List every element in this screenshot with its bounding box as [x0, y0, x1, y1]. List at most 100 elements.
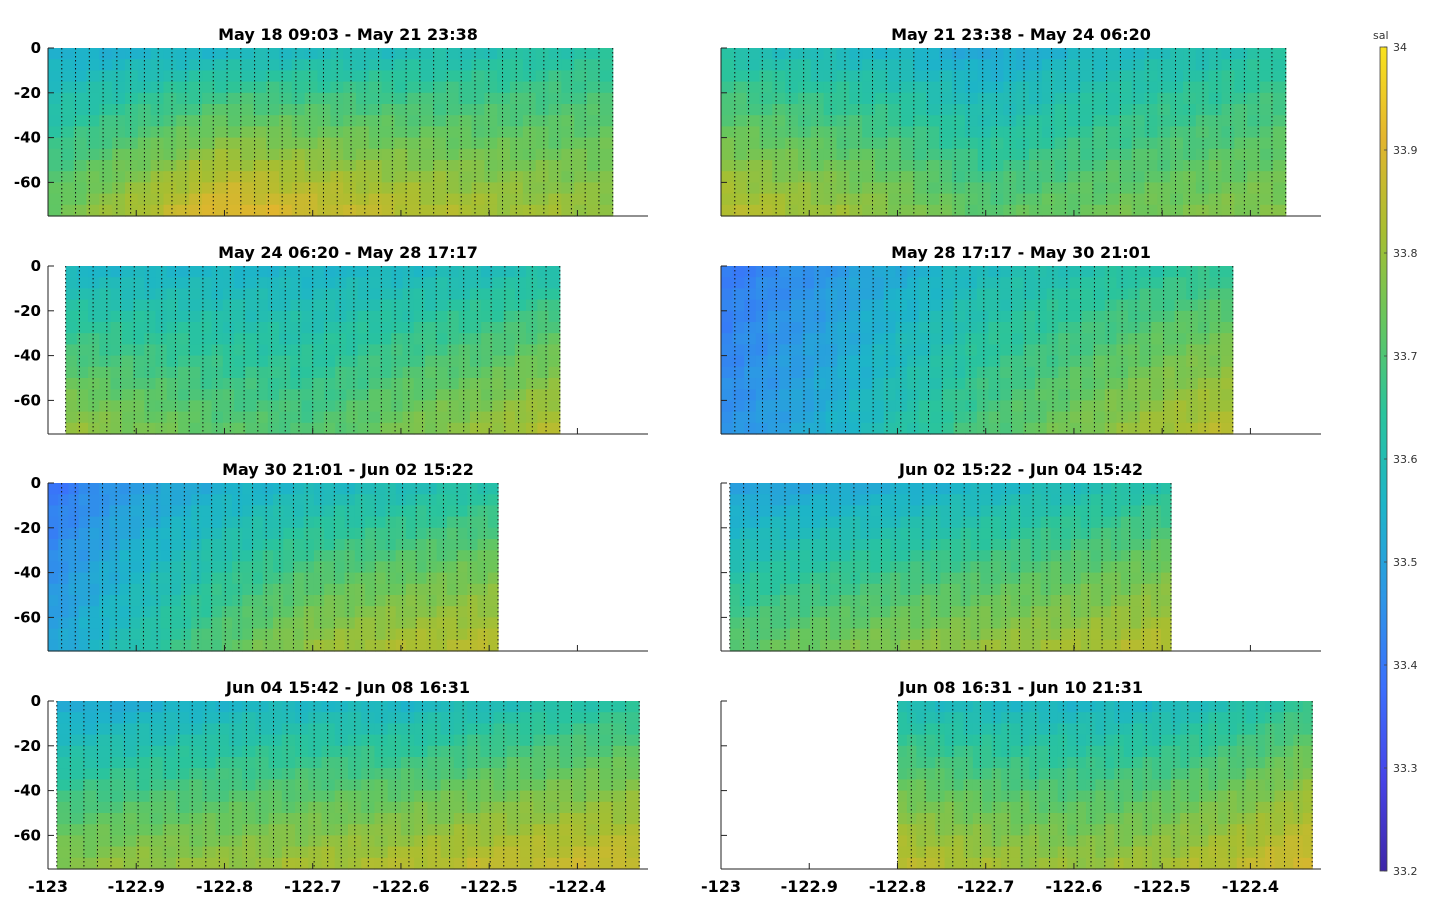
- field-cell: [375, 539, 387, 551]
- field-cell: [129, 505, 141, 518]
- field-cell: [330, 92, 344, 105]
- field-cell: [242, 628, 254, 641]
- field-cell: [163, 148, 177, 161]
- field-cell: [189, 333, 202, 345]
- field-cell: [1144, 81, 1158, 94]
- field-cell: [789, 595, 801, 607]
- field-cell: [1221, 299, 1234, 312]
- field-cell: [548, 355, 561, 368]
- field-cell: [721, 148, 735, 161]
- field-cell: [875, 92, 889, 105]
- field-cell: [484, 182, 498, 195]
- field-cell: [1174, 422, 1187, 435]
- field-cell: [939, 81, 953, 94]
- field-cell: [1100, 527, 1112, 540]
- field-cell: [1060, 617, 1072, 630]
- field-cell: [1186, 288, 1199, 301]
- field-cell: [1118, 59, 1133, 71]
- field-cell: [344, 561, 356, 574]
- field-cell: [880, 505, 891, 518]
- field-cell: [457, 483, 468, 495]
- field-cell: [1093, 400, 1106, 413]
- field-cell: [1067, 59, 1081, 71]
- field-cell: [913, 160, 927, 172]
- field-cell: [445, 182, 460, 195]
- field-cell: [789, 539, 801, 551]
- field-cell: [970, 483, 982, 495]
- field-cell: [436, 366, 449, 379]
- field-cell: [279, 193, 293, 206]
- field-cell: [830, 494, 841, 506]
- field-cell: [1247, 70, 1261, 83]
- field-cell: [860, 639, 871, 652]
- field-cell: [160, 595, 172, 607]
- field-cell: [76, 333, 89, 345]
- field-cell: [872, 389, 885, 401]
- field-cell: [1016, 48, 1030, 60]
- field-cell: [1016, 171, 1030, 183]
- field-cell: [990, 494, 1002, 506]
- field-cell: [779, 527, 791, 540]
- field-cell: [910, 572, 921, 585]
- field-cell: [480, 757, 495, 769]
- field-cell: [769, 572, 781, 585]
- field-cell: [1197, 378, 1211, 390]
- field-cell: [767, 344, 780, 357]
- field-cell: [211, 288, 224, 301]
- field-cell: [759, 48, 773, 60]
- field-cell: [425, 378, 437, 390]
- field-cell: [744, 355, 757, 368]
- field-cell: [240, 115, 254, 127]
- field-cell: [68, 539, 80, 551]
- field-cell: [354, 561, 366, 574]
- field-cell: [1160, 550, 1172, 562]
- field-cell: [546, 801, 561, 814]
- field-cell: [559, 846, 574, 859]
- field-cell: [242, 857, 256, 870]
- field-cell: [862, 182, 876, 195]
- field-cell: [1000, 572, 1012, 585]
- field-cell: [133, 266, 145, 278]
- field-cell: [262, 639, 274, 652]
- field-cell: [537, 288, 550, 301]
- field-cell: [427, 768, 442, 780]
- field-cell: [242, 639, 254, 652]
- field-cell: [1183, 204, 1197, 217]
- field-cell: [56, 824, 71, 836]
- field-cell: [405, 516, 417, 529]
- field-cell: [313, 595, 325, 607]
- field-cell: [191, 483, 203, 495]
- field-cell: [119, 617, 131, 630]
- field-cell: [222, 411, 235, 424]
- field-cell: [1139, 288, 1152, 301]
- field-cell: [365, 494, 376, 506]
- field-cell: [1041, 148, 1056, 161]
- field-cell: [862, 115, 876, 127]
- field-cell: [202, 712, 217, 724]
- field-cell: [1000, 527, 1012, 540]
- field-cell: [346, 344, 359, 357]
- field-cell: [587, 137, 601, 150]
- field-cell: [255, 835, 270, 848]
- field-cell: [481, 355, 493, 368]
- field-cell: [1209, 378, 1222, 390]
- field-cell: [344, 483, 356, 495]
- field-cell: [83, 734, 98, 747]
- field-cell: [1151, 333, 1164, 345]
- field-cell: [1150, 539, 1162, 551]
- field-cell: [880, 617, 891, 630]
- field-cell: [848, 400, 862, 413]
- field-cell: [492, 400, 505, 413]
- field-cell: [447, 422, 460, 435]
- field-cell: [357, 288, 370, 301]
- field-cell: [790, 288, 804, 301]
- field-cell: [427, 734, 442, 747]
- field-cell: [769, 494, 781, 506]
- field-cell: [940, 639, 952, 652]
- field-cell: [467, 824, 481, 836]
- field-cell: [83, 801, 98, 814]
- field-cell: [573, 701, 587, 713]
- field-cell: [487, 527, 499, 540]
- field-cell: [73, 92, 88, 105]
- field-cell: [266, 59, 280, 71]
